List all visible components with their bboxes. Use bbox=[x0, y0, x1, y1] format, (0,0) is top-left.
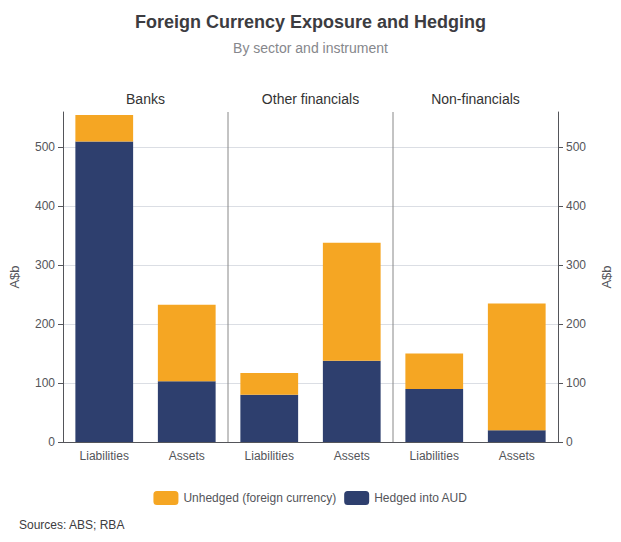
svg-text:Liabilities: Liabilities bbox=[80, 449, 129, 463]
svg-text:200: 200 bbox=[566, 317, 586, 331]
svg-text:Assets: Assets bbox=[499, 449, 535, 463]
svg-text:0: 0 bbox=[566, 435, 573, 449]
svg-text:300: 300 bbox=[35, 258, 55, 272]
svg-text:Sources: ABS; RBA: Sources: ABS; RBA bbox=[19, 518, 124, 532]
svg-text:500: 500 bbox=[35, 140, 55, 154]
svg-text:0: 0 bbox=[48, 435, 55, 449]
svg-text:400: 400 bbox=[566, 199, 586, 213]
svg-text:Foreign Currency Exposure and: Foreign Currency Exposure and Hedging bbox=[135, 12, 486, 32]
svg-text:A$b: A$b bbox=[7, 265, 22, 288]
svg-text:300: 300 bbox=[566, 258, 586, 272]
svg-text:200: 200 bbox=[35, 317, 55, 331]
svg-text:100: 100 bbox=[566, 376, 586, 390]
svg-text:Other financials: Other financials bbox=[262, 91, 359, 107]
svg-text:Liabilities: Liabilities bbox=[245, 449, 294, 463]
svg-text:Non-financials: Non-financials bbox=[431, 91, 520, 107]
svg-text:Assets: Assets bbox=[169, 449, 205, 463]
svg-text:Hedged into AUD: Hedged into AUD bbox=[374, 491, 467, 505]
svg-text:100: 100 bbox=[35, 376, 55, 390]
svg-text:Banks: Banks bbox=[126, 91, 165, 107]
svg-text:By sector and instrument: By sector and instrument bbox=[233, 40, 388, 56]
svg-text:Liabilities: Liabilities bbox=[410, 449, 459, 463]
svg-text:500: 500 bbox=[566, 140, 586, 154]
svg-text:A$b: A$b bbox=[599, 265, 614, 288]
svg-text:Assets: Assets bbox=[334, 449, 370, 463]
svg-text:400: 400 bbox=[35, 199, 55, 213]
svg-text:Unhedged (foreign currency): Unhedged (foreign currency) bbox=[183, 491, 336, 505]
